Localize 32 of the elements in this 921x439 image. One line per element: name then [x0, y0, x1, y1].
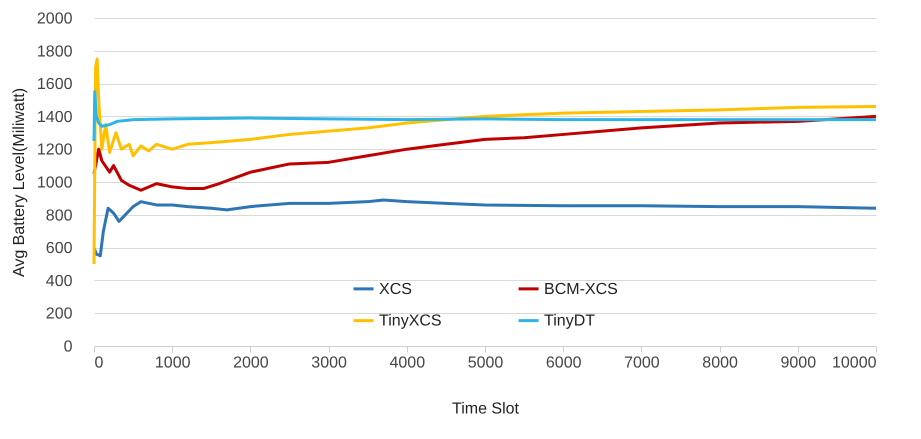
- x-axis-title: Time Slot: [452, 400, 520, 418]
- y-tick-label: 0: [64, 338, 73, 356]
- x-tick-label: 4000: [390, 354, 426, 372]
- x-tick-label: 7000: [624, 354, 660, 372]
- legend-label: XCS: [379, 280, 412, 298]
- x-tick-label: 10000: [832, 354, 877, 372]
- x-tick-label: 1000: [154, 354, 191, 372]
- y-tick-label: 200: [46, 306, 73, 323]
- x-tick-label: 2000: [233, 354, 269, 372]
- y-tick-label: 800: [46, 207, 73, 224]
- y-tick-label: 2000: [36, 10, 73, 28]
- y-tick-label: 1600: [36, 76, 73, 94]
- y-tick-label: 1000: [36, 174, 73, 192]
- x-tick-label: 5000: [468, 354, 504, 372]
- line-series: [92, 58, 878, 266]
- line-series: [92, 114, 878, 192]
- line-series: [92, 198, 878, 258]
- y-tick-label: 600: [46, 240, 73, 258]
- y-tick-label: 1800: [36, 43, 73, 60]
- y-tick-label: 400: [46, 272, 73, 290]
- x-tick-label: 0: [94, 354, 104, 372]
- line-series: [92, 90, 878, 142]
- x-tick-label: 6000: [546, 354, 582, 372]
- y-axis-title: Avg Battery Level(Miliwatt): [10, 88, 28, 278]
- x-tick-label: 9000: [780, 354, 816, 372]
- legend-label: TinyXCS: [379, 312, 442, 330]
- x-tick-label: 8000: [702, 354, 738, 372]
- legend-label: TinyDT: [544, 312, 596, 330]
- x-tick-label: 3000: [311, 354, 347, 372]
- y-tick-label: 1400: [36, 108, 73, 126]
- legend-label: BCM-XCS: [544, 280, 618, 298]
- y-tick-label: 1200: [36, 142, 73, 159]
